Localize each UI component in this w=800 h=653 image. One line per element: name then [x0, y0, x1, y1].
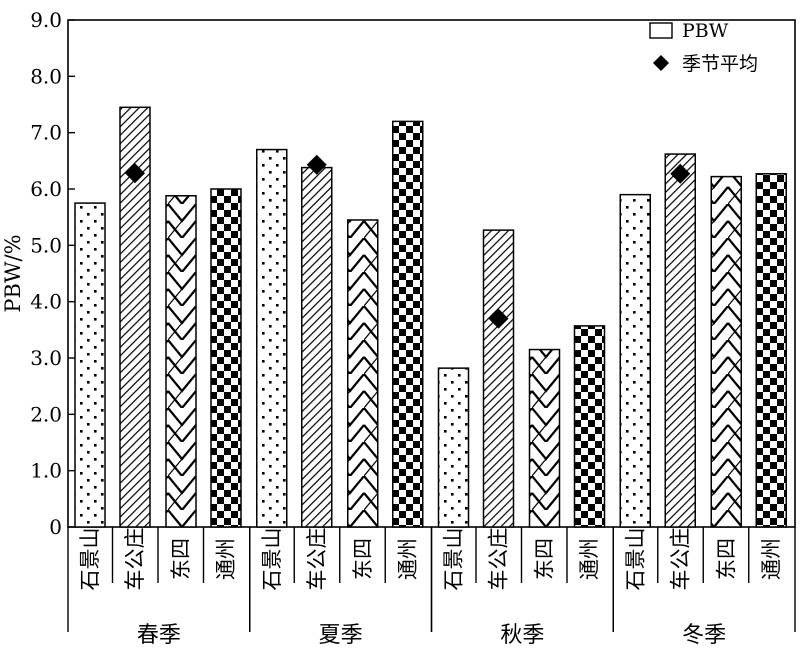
category-label: 石景山 [623, 528, 647, 591]
y-tick-label: 7.0 [30, 121, 62, 145]
y-tick-label: 6.0 [30, 177, 62, 201]
bar-zigzag [347, 219, 379, 528]
bar-zigzag [710, 175, 742, 528]
axis-labels: 石景山 车公庄 东四 通州春季石景山 车公庄 东四 通州夏季石景山 车公庄 东四 通州秋季石景山车… [78, 528, 783, 649]
bar-checker [573, 325, 606, 528]
y-tick-label: 2.0 [30, 402, 62, 426]
y-tick-label: 1.0 [30, 459, 62, 483]
category-label: 石景山 [260, 528, 284, 591]
bar-zigzag [528, 348, 561, 528]
category-label: 车公庄 [305, 528, 329, 591]
legend-bar-label: PBW [682, 20, 729, 42]
y-tick-label: 0 [49, 515, 62, 539]
category-label: 通州 [759, 538, 783, 580]
category-label: 车公庄 [668, 528, 692, 591]
legend-marker-label: 季节平均 [682, 53, 758, 75]
bar-diagonal [301, 166, 333, 528]
bar-dots [74, 202, 106, 528]
y-tick-label: 9.0 [30, 8, 62, 32]
bar-diagonal [664, 153, 696, 528]
legend-bar-swatch [649, 22, 673, 39]
seasonal-mean-markers [125, 154, 691, 329]
category-label: 车公庄 [123, 528, 147, 591]
y-tick-label: 8.0 [30, 64, 62, 88]
category-label: 通州 [396, 538, 420, 580]
legend-marker-swatch [653, 55, 669, 71]
y-tick-label: 5.0 [30, 233, 62, 257]
y-tick-label: 4.0 [30, 290, 62, 314]
bar-checker [755, 173, 787, 528]
seasonal-mean-marker [125, 163, 145, 184]
bars [74, 106, 787, 528]
season-label: 春季 [137, 623, 181, 648]
y-tick-label: 3.0 [30, 346, 62, 370]
season-label: 冬季 [682, 623, 726, 648]
seasonal-mean-marker [306, 154, 327, 175]
category-label: 通州 [578, 538, 602, 580]
bar-dots [256, 148, 288, 528]
season-label: 秋季 [500, 623, 544, 648]
category-label: 东四 [169, 538, 193, 580]
category-label: 石景山 [78, 528, 102, 591]
bar-diagonal [482, 229, 515, 528]
bar-zigzag [165, 195, 197, 528]
category-label: 石景山 [442, 528, 466, 591]
axes: 0 1.0 2.0 3.0 4.0 5.0 6.0 7.0 8.0 9.0 PBW/% [1, 8, 796, 632]
category-label: 东四 [533, 538, 557, 580]
bar-dots [619, 193, 651, 528]
bar-dots [437, 367, 470, 528]
category-label: 东四 [714, 538, 738, 580]
category-label: 车公庄 [487, 528, 511, 591]
y-axis-title: PBW/% [1, 234, 25, 312]
category-label: 东四 [351, 538, 375, 580]
seasonal-mean-marker [670, 163, 691, 184]
seasonal-mean-marker [488, 308, 509, 329]
bar-checker [392, 120, 424, 528]
bar-checker [210, 188, 242, 528]
season-label: 夏季 [319, 623, 363, 648]
legend: PBW 季节平均 [649, 20, 758, 75]
category-label: 通州 [214, 538, 238, 580]
